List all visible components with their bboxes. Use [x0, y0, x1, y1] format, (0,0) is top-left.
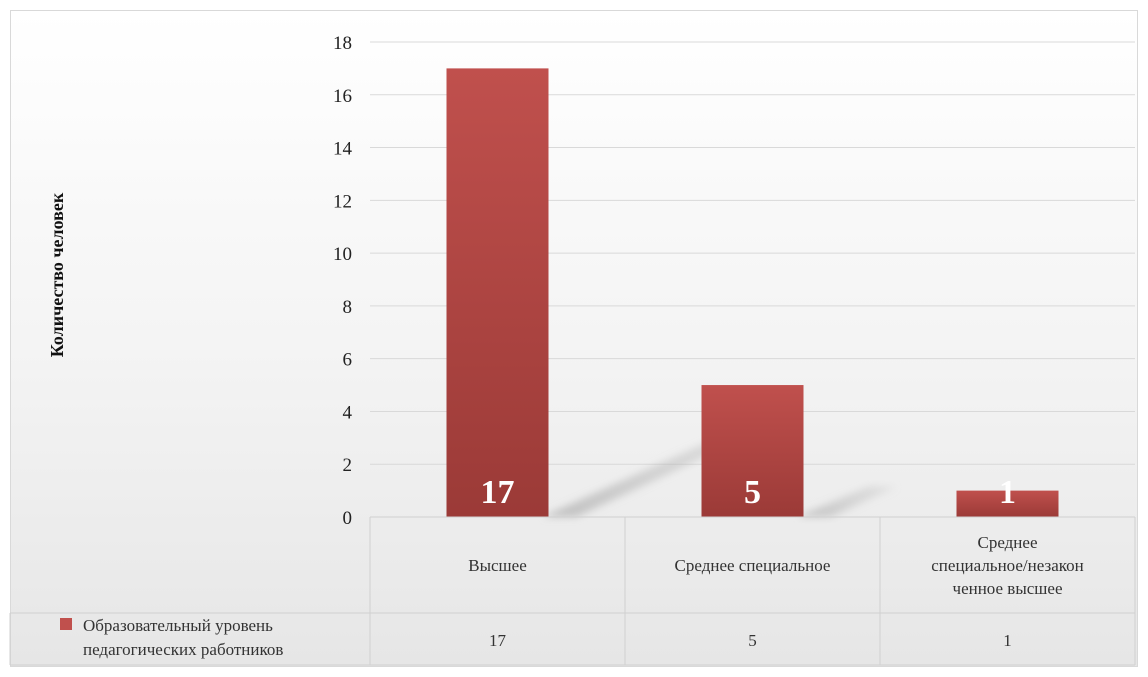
y-tick-label: 16	[333, 86, 352, 107]
bar-value-label: 17	[481, 474, 515, 511]
bar-value-label: 5	[744, 474, 761, 511]
table-value: 5	[748, 631, 757, 650]
category-label: Среднее специальное	[675, 556, 831, 575]
table-value: 1	[1003, 631, 1012, 650]
legend-series-name: Образовательный уровень	[83, 616, 273, 635]
y-tick-label: 4	[343, 402, 353, 423]
y-tick-label: 12	[333, 191, 352, 212]
data-table: Высшее Среднее специальное Среднее специаль…	[9, 516, 1136, 666]
y-tick-label: 8	[343, 297, 353, 318]
bar-value-label: 1	[999, 474, 1016, 511]
y-tick-label: 18	[333, 33, 352, 54]
y-axis-label: Количество человек	[47, 192, 67, 357]
y-tick-label: 2	[343, 455, 353, 476]
y-axis-ticks: 0 2 4 6 8 10 12 14 16 18	[333, 33, 353, 529]
category-label: специальное/незакон	[931, 556, 1084, 575]
y-tick-label: 10	[333, 244, 352, 265]
bar	[956, 490, 1059, 517]
y-tick-label: 0	[343, 508, 353, 529]
bar-shadow	[797, 486, 897, 517]
legend-series-name: педагогических работников	[83, 640, 283, 659]
table-value: 17	[489, 631, 507, 650]
legend-swatch	[60, 618, 72, 630]
category-label: ченное высшее	[953, 579, 1063, 598]
bars: 17 5 1	[446, 68, 1059, 517]
y-tick-label: 14	[333, 139, 353, 160]
chart-frame	[10, 10, 1138, 667]
bar	[701, 385, 804, 517]
bar	[446, 68, 549, 517]
y-tick-label: 6	[343, 350, 353, 371]
category-label: Среднее	[978, 533, 1038, 552]
category-label: Высшее	[468, 556, 527, 575]
